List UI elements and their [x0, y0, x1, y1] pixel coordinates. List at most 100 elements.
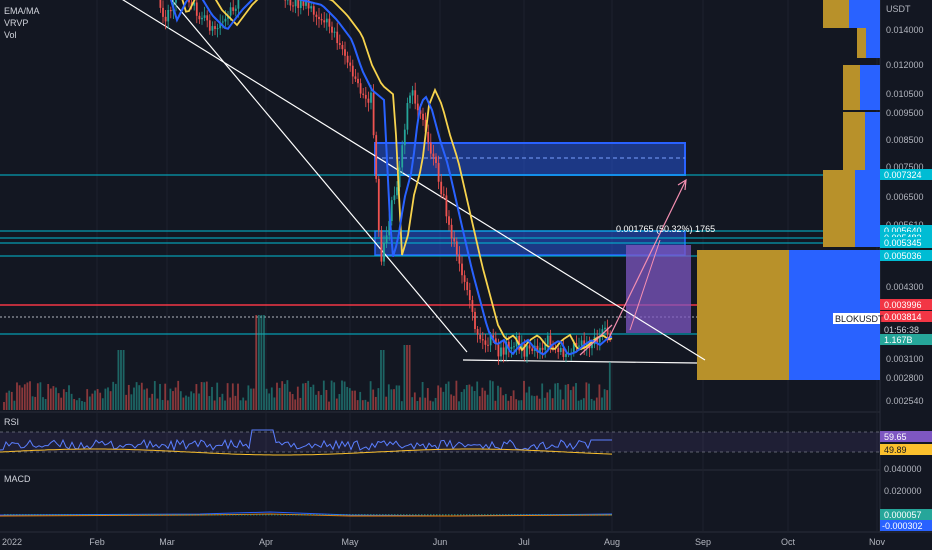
macd-hist-bar — [397, 514, 399, 516]
volume-bar — [403, 345, 406, 410]
volume-bar — [434, 397, 437, 410]
macd-hist-bar — [136, 514, 138, 516]
price-tick: 0.010500 — [886, 89, 924, 99]
volume-bar — [398, 385, 401, 410]
price-tick: 0.007500 — [886, 162, 924, 172]
volume-bar — [164, 383, 167, 410]
candle-body — [206, 15, 209, 21]
volume-bar — [52, 386, 55, 410]
candle-body — [211, 26, 214, 31]
volume-bar — [502, 395, 505, 410]
macd-hist-bar — [46, 514, 48, 516]
volume-bar — [517, 400, 520, 410]
macd-hist-bar — [376, 514, 378, 516]
candle-body — [175, 0, 177, 3]
candle-body — [234, 8, 237, 11]
macd-hist-bar — [13, 514, 15, 516]
macd-hist-bar — [133, 514, 135, 516]
macd-hist-bar — [538, 514, 540, 516]
candle-body — [440, 181, 443, 195]
volume-bar — [99, 392, 102, 410]
ema-line — [169, 0, 613, 356]
macd-hist-bar — [166, 514, 168, 516]
macd-hist-bar — [235, 514, 237, 516]
macd-hist-bar — [106, 514, 108, 516]
volume-bar — [231, 383, 234, 410]
volume-bar — [481, 387, 484, 410]
volume-bar — [429, 400, 432, 410]
macd-hist-bar — [418, 514, 420, 516]
volume-bar — [148, 397, 151, 410]
candle-body — [380, 230, 383, 262]
support-line — [462, 359, 698, 364]
macd-hist-bar — [463, 514, 465, 516]
rsi-axis-tick: 0.040000 — [884, 464, 922, 474]
macd-hist-bar — [553, 514, 555, 516]
macd-hist-bar — [400, 514, 402, 516]
volume-bar — [510, 395, 512, 410]
volume-bar — [114, 383, 117, 410]
volume-bar — [424, 397, 427, 410]
macd-hist-bar — [67, 514, 69, 516]
macd-hist-bar — [91, 514, 93, 516]
candle-body — [578, 345, 580, 347]
macd-hist-bar — [535, 514, 537, 516]
volume-bar — [224, 400, 226, 410]
macd-hist-bar — [487, 514, 489, 516]
channel-upper — [122, 0, 706, 361]
volume-bar — [276, 382, 278, 410]
volume-bar — [185, 395, 187, 410]
rsi-label[interactable]: RSI — [4, 417, 20, 427]
candle-body — [364, 94, 367, 99]
volume-bar — [299, 397, 302, 410]
volume-bar — [512, 390, 515, 410]
macd-hist-bar — [295, 514, 297, 516]
candle-body — [370, 92, 372, 103]
macd-hist-bar — [268, 514, 270, 516]
indicator-vrvp[interactable]: VRVP — [4, 18, 29, 28]
volume-bar — [73, 398, 76, 410]
candle-body — [362, 93, 365, 95]
volume-bar — [117, 350, 120, 410]
candle-body — [341, 44, 344, 50]
macd-hist-bar — [25, 514, 27, 516]
volume-bar — [229, 397, 232, 410]
volume-bar — [330, 380, 333, 410]
volume-bar — [62, 389, 65, 410]
volume-bar — [463, 389, 466, 410]
macd-hist-tag: 0.000057 — [884, 510, 922, 520]
macd-hist-bar — [388, 514, 390, 516]
volume-bar — [549, 389, 551, 410]
price-tag: 0.005345 — [884, 238, 922, 248]
candle-body — [606, 327, 609, 335]
indicator-vol[interactable]: Vol — [4, 30, 17, 40]
candle-body — [292, 5, 294, 7]
price-tick: 0.002540 — [886, 396, 924, 406]
macd-hist-bar — [331, 514, 333, 516]
volume-bar — [346, 386, 349, 410]
macd-hist-bar — [61, 514, 63, 516]
time-tick-mar: Mar — [159, 537, 175, 547]
macd-hist-bar — [478, 514, 480, 516]
volume-bar — [359, 391, 362, 410]
volume-bar — [569, 390, 572, 410]
candle-body — [367, 98, 370, 103]
volume-bar — [471, 386, 473, 410]
macd-label[interactable]: MACD — [4, 474, 31, 484]
macd-hist-bar — [346, 514, 348, 516]
volume-bar — [130, 394, 133, 410]
candle-body — [193, 2, 196, 6]
rsi-band — [0, 432, 880, 452]
volume-bar — [450, 394, 453, 410]
volume-bar — [588, 383, 590, 410]
candle-body — [557, 348, 560, 352]
volume-bar — [55, 387, 57, 410]
macd-hist-bar — [205, 514, 207, 516]
macd-hist-bar — [520, 514, 522, 516]
macd-hist-bar — [421, 514, 423, 516]
macd-hist-bar — [319, 514, 321, 516]
indicator-ema-ma[interactable]: EMA/MA — [4, 6, 40, 16]
macd-hist-bar — [250, 514, 252, 516]
volume-bar — [296, 386, 299, 410]
